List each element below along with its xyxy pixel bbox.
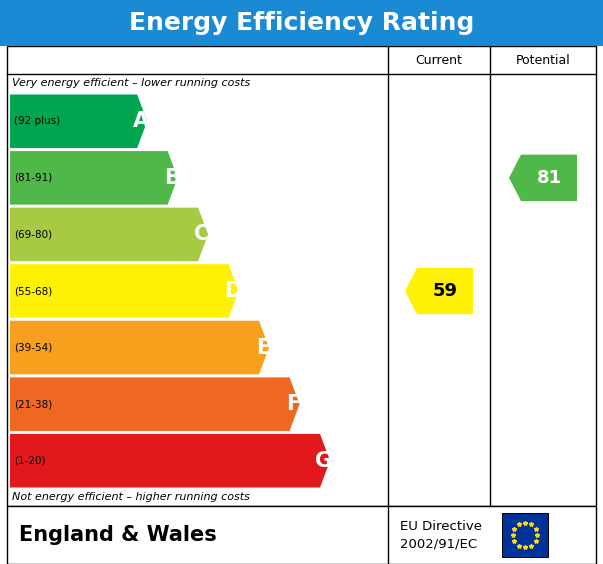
Text: C: C bbox=[195, 224, 210, 244]
Text: 59: 59 bbox=[432, 282, 458, 300]
Polygon shape bbox=[10, 95, 147, 148]
Text: (1-20): (1-20) bbox=[14, 456, 45, 466]
Text: England & Wales: England & Wales bbox=[19, 525, 216, 545]
Polygon shape bbox=[405, 268, 473, 314]
Text: Potential: Potential bbox=[516, 54, 570, 67]
Text: E: E bbox=[256, 338, 270, 358]
Polygon shape bbox=[10, 377, 300, 431]
Text: 81: 81 bbox=[537, 169, 561, 187]
Text: (39-54): (39-54) bbox=[14, 342, 52, 352]
Text: (21-38): (21-38) bbox=[14, 399, 52, 409]
Polygon shape bbox=[509, 155, 577, 201]
Text: F: F bbox=[286, 394, 301, 414]
Text: (92 plus): (92 plus) bbox=[14, 116, 60, 126]
Text: (69-80): (69-80) bbox=[14, 230, 52, 240]
Polygon shape bbox=[10, 151, 178, 205]
Text: A: A bbox=[133, 111, 149, 131]
Text: Current: Current bbox=[415, 54, 463, 67]
Polygon shape bbox=[10, 208, 208, 261]
Bar bbox=[502, 513, 548, 557]
Text: Not energy efficient – higher running costs: Not energy efficient – higher running co… bbox=[12, 492, 250, 502]
Bar bbox=[7, 506, 596, 564]
Text: G: G bbox=[315, 451, 333, 471]
Text: Energy Efficiency Rating: Energy Efficiency Rating bbox=[129, 11, 474, 35]
Polygon shape bbox=[10, 321, 269, 374]
Text: EU Directive: EU Directive bbox=[400, 519, 482, 532]
Text: (81-91): (81-91) bbox=[14, 173, 52, 183]
Text: 2002/91/EC: 2002/91/EC bbox=[400, 537, 477, 550]
Bar bbox=[7, 46, 596, 506]
Polygon shape bbox=[10, 434, 330, 487]
Text: Very energy efficient – lower running costs: Very energy efficient – lower running co… bbox=[12, 78, 250, 88]
Text: D: D bbox=[224, 281, 241, 301]
Bar bbox=[0, 0, 603, 46]
Text: (55-68): (55-68) bbox=[14, 286, 52, 296]
Text: B: B bbox=[163, 168, 180, 188]
Polygon shape bbox=[10, 264, 239, 318]
